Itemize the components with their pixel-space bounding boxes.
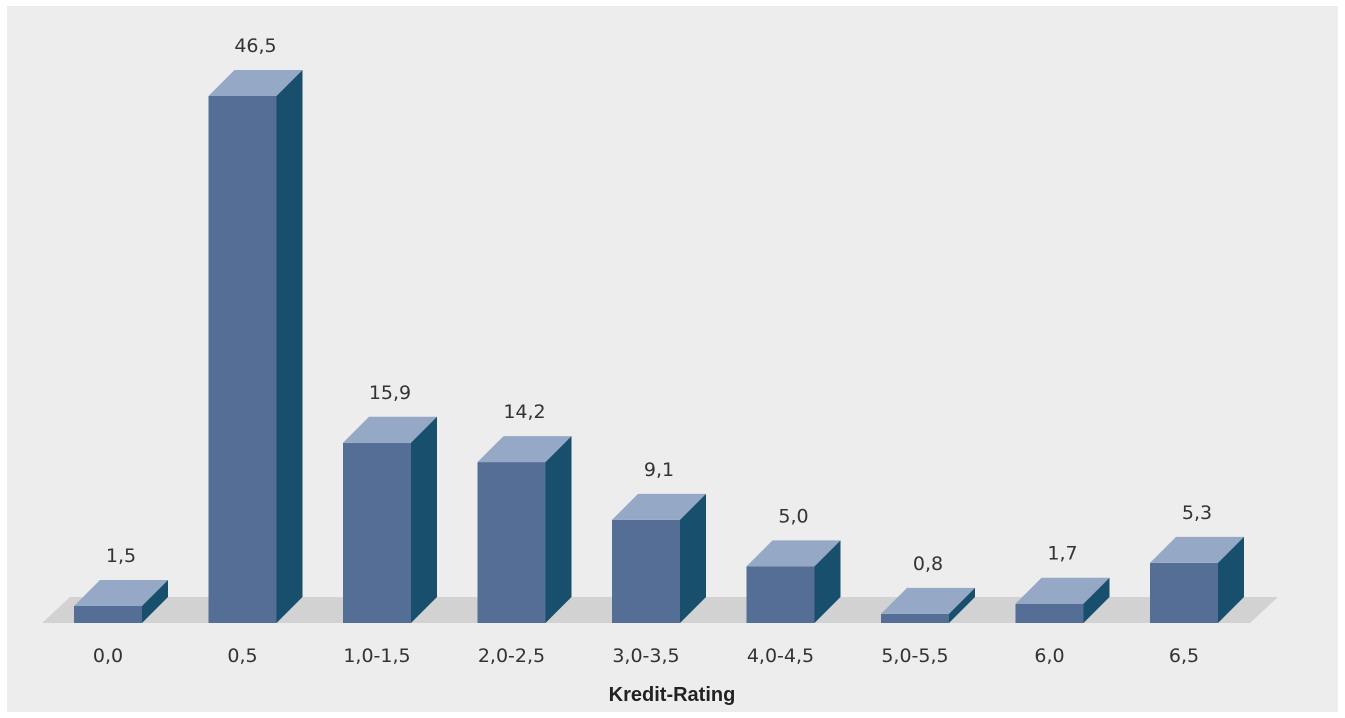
bar-front xyxy=(1150,562,1218,623)
bar-side xyxy=(814,540,841,623)
bar-side xyxy=(1218,536,1244,623)
bar-front xyxy=(477,462,546,623)
bar-value-label: 0,8 xyxy=(913,553,943,575)
bar-front xyxy=(746,566,815,623)
bar xyxy=(881,587,975,623)
bar xyxy=(1015,577,1110,623)
bar-front xyxy=(74,606,142,623)
bar-front xyxy=(1015,603,1084,623)
bar-side xyxy=(411,416,437,623)
bar-front xyxy=(208,96,277,623)
bar-top xyxy=(1150,536,1244,563)
bar-value-label: 14,2 xyxy=(503,401,545,423)
bar-top xyxy=(208,70,303,96)
x-tick-label: 0,0 xyxy=(93,645,123,667)
bar xyxy=(343,416,437,623)
x-tick-label: 1,0-1,5 xyxy=(343,645,410,667)
bar-top xyxy=(74,580,168,606)
x-tick-label: 5,0-5,5 xyxy=(881,645,948,667)
bar-top xyxy=(477,436,572,463)
bar-front xyxy=(612,519,680,623)
x-tick-label: 0,5 xyxy=(227,645,257,667)
bar-value-label: 46,5 xyxy=(234,35,276,57)
bar-side xyxy=(680,493,706,623)
bar-top xyxy=(1015,577,1110,604)
bar-top xyxy=(746,540,841,567)
bar-value-label: 1,5 xyxy=(106,545,136,567)
bar-top xyxy=(612,493,706,520)
x-axis-title: Kredit-Rating xyxy=(609,684,736,706)
bar-side xyxy=(545,436,572,623)
bar-top xyxy=(881,587,975,614)
bar xyxy=(477,436,572,623)
x-tick-labels-layer: 0,0 0,5 1,0-1,5 2,0-2,5 3,0-3,5 4,0-4,5 5,0-5,… xyxy=(93,645,1199,667)
x-tick-label: 6,0 xyxy=(1034,645,1064,667)
x-tick-label: 2,0-2,5 xyxy=(478,645,545,667)
bar xyxy=(74,580,168,623)
bar-value-label: 5,0 xyxy=(778,505,808,527)
value-labels-layer: 1,5 46,5 15,9 14,2 9,1 5,0 0,8 1,7 5,3 xyxy=(106,35,1212,575)
bar xyxy=(612,493,706,623)
bars-layer xyxy=(74,70,1244,623)
x-tick-label: 3,0-3,5 xyxy=(612,645,679,667)
bar-side xyxy=(142,580,168,623)
bar-side xyxy=(1083,577,1110,623)
bar xyxy=(746,540,841,623)
bar-side xyxy=(949,587,975,623)
bar-side xyxy=(276,70,303,623)
bar-front xyxy=(881,613,949,623)
x-tick-label: 6,5 xyxy=(1169,645,1199,667)
bar-value-label: 1,7 xyxy=(1047,543,1077,565)
bar xyxy=(1150,536,1244,623)
bar-value-label: 15,9 xyxy=(369,382,411,404)
bar xyxy=(208,70,303,623)
bar-value-label: 5,3 xyxy=(1182,502,1212,524)
bar-top xyxy=(343,416,437,443)
bar-front xyxy=(343,442,411,623)
bar-value-label: 9,1 xyxy=(644,459,674,481)
x-tick-label: 4,0-4,5 xyxy=(747,645,814,667)
